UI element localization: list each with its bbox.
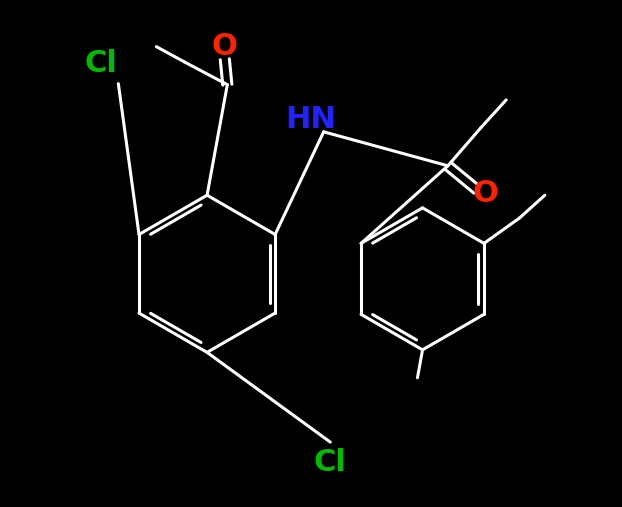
Text: Cl: Cl bbox=[84, 49, 117, 78]
Text: Cl: Cl bbox=[314, 448, 346, 477]
Text: HN: HN bbox=[285, 104, 337, 134]
Text: O: O bbox=[473, 179, 499, 208]
Text: O: O bbox=[212, 32, 238, 61]
